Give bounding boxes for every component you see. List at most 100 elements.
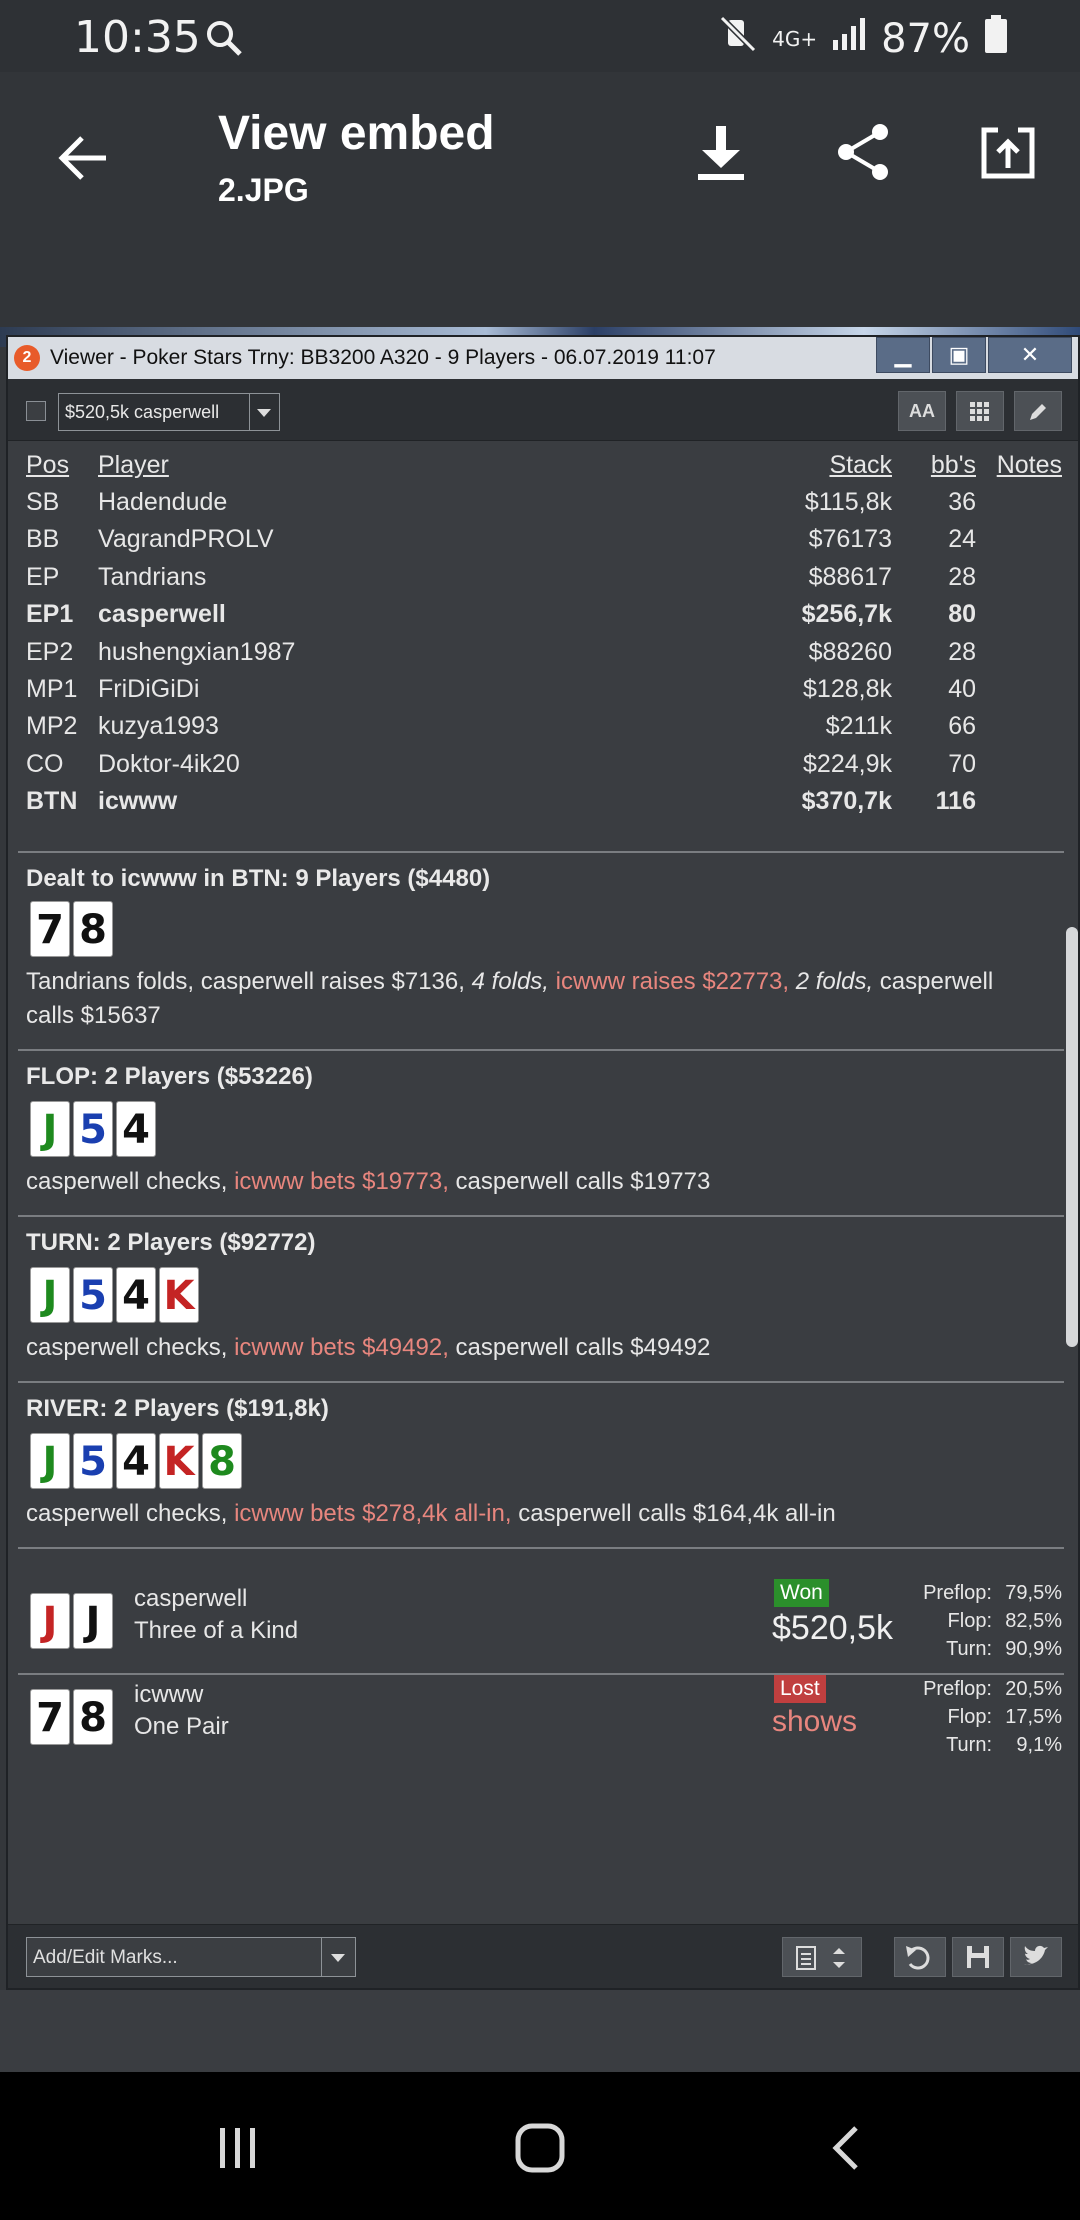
playing-card: 7 [30, 901, 70, 957]
share-icon[interactable] [834, 122, 894, 187]
preflop-actions: Tandrians folds, casperwell raises $7136… [26, 968, 994, 1029]
col-stack[interactable]: Stack [829, 451, 892, 479]
status-time: 10:35 [74, 12, 201, 63]
bb-cell: 36 [948, 488, 976, 516]
marks-dropdown[interactable]: Add/Edit Marks... [26, 1937, 356, 1977]
playing-card: K [159, 1433, 199, 1489]
player-cell: kuzya1993 [98, 712, 219, 741]
playing-card: 5 [73, 1267, 113, 1323]
player-cell: Tandrians [98, 562, 207, 591]
hand-selector[interactable]: $520,5k casperwell [58, 393, 280, 431]
table-row[interactable]: BB VagrandPROLV $76173 24 [8, 525, 1078, 562]
player-cell: VagrandPROLV [98, 525, 274, 554]
col-pos[interactable]: Pos [26, 451, 70, 479]
lost-status: shows [772, 1705, 858, 1738]
window-title: Viewer - Poker Stars Trny: BB3200 A320 -… [50, 346, 716, 369]
flop-title: FLOP: 2 Players ($53226) [26, 1063, 313, 1090]
loser-name: icwww [134, 1681, 204, 1708]
table-row[interactable]: EP1 casperwell $256,7k 80 [8, 600, 1078, 637]
col-bb[interactable]: bb's [930, 451, 976, 479]
bb-cell: 70 [948, 749, 976, 778]
marks-placeholder: Add/Edit Marks... [33, 1947, 178, 1968]
playing-card: 8 [73, 901, 113, 957]
pos-cell: EP [26, 562, 60, 591]
col-player[interactable]: Player [98, 451, 169, 479]
loser-hand: One Pair [134, 1713, 229, 1740]
undo-icon[interactable] [894, 1937, 946, 1977]
bb-cell: 80 [948, 600, 976, 629]
preflop-title: Dealt to icwww in BTN: 9 Players ($4480) [26, 865, 491, 892]
playing-card: 5 [73, 1433, 113, 1489]
pos-cell: BB [26, 525, 60, 554]
table-row[interactable]: SB Hadendude $115,8k 36 [8, 488, 1078, 525]
bb-cell: 28 [948, 562, 976, 591]
open-external-icon[interactable] [978, 122, 1038, 187]
playing-card: 4 [116, 1267, 156, 1323]
clipboard-icon[interactable] [782, 1937, 862, 1977]
app-badge-icon: 2 [14, 345, 40, 371]
window-titlebar: 2 Viewer - Poker Stars Trny: BB3200 A320… [8, 337, 1078, 379]
download-icon[interactable] [694, 122, 748, 187]
stack-cell: $76173 [808, 525, 892, 554]
maximize-icon[interactable]: ▣ [932, 337, 986, 373]
minimize-icon[interactable]: ▁ [876, 337, 930, 373]
divider [18, 1673, 1064, 1675]
table-row[interactable]: EP Tandrians $88617 28 [8, 563, 1078, 600]
turn-actions: casperwell checks, icwww bets $49492, ca… [26, 1334, 711, 1361]
chevron-down-icon[interactable] [249, 394, 279, 430]
player-cell: Hadendude [98, 488, 228, 516]
table-row[interactable]: MP2 kuzya1993 $211k 66 [8, 712, 1078, 749]
winner-equity: Preflop: 79,5% Flop: 82,5% Turn: 90,9% [923, 1582, 1062, 1660]
nav-back-icon[interactable] [826, 2122, 866, 2179]
page-title: View embed [218, 107, 495, 160]
table-row[interactable]: CO Doktor-4ik20 $224,9k 70 [8, 750, 1078, 787]
app-bar: View embed 2.JPG [0, 72, 1080, 327]
stack-cell: $88260 [808, 637, 892, 666]
table-row[interactable]: BTN icwww $370,7k 116 [8, 787, 1078, 824]
pos-cell: EP1 [26, 600, 74, 629]
table-row[interactable]: EP2 hushengxian1987 $88260 28 [8, 638, 1078, 675]
viewer-window: 2 Viewer - Poker Stars Trny: BB3200 A320… [6, 335, 1080, 1990]
network-label: 4G+ [772, 27, 818, 51]
divider [18, 1547, 1064, 1549]
pos-cell: MP2 [26, 712, 78, 741]
player-cell: Doktor-4ik20 [98, 749, 240, 778]
back-arrow-icon[interactable] [54, 128, 114, 193]
divider [18, 1049, 1064, 1051]
twitter-icon[interactable] [1010, 1937, 1062, 1977]
player-cell: icwww [98, 787, 178, 816]
chevron-down-icon[interactable] [321, 1938, 355, 1976]
bottom-spacer [0, 1990, 1080, 2072]
grid-icon[interactable] [956, 391, 1004, 431]
playing-card: J [30, 1593, 70, 1649]
signal-icon [831, 16, 867, 62]
bb-cell: 116 [935, 787, 976, 816]
col-notes[interactable]: Notes [996, 451, 1062, 479]
playing-card: J [30, 1433, 70, 1489]
scrollbar[interactable] [1066, 927, 1078, 1347]
select-checkbox[interactable] [26, 401, 46, 421]
stack-cell: $224,9k [803, 749, 892, 778]
winner-hand: Three of a Kind [134, 1617, 299, 1644]
playing-card: K [159, 1267, 199, 1323]
won-badge: Won [774, 1579, 829, 1607]
recent-apps-icon[interactable] [214, 2124, 262, 2177]
table-row[interactable]: MP1 FriDiGiDi $128,8k 40 [8, 675, 1078, 712]
save-icon[interactable] [952, 1937, 1004, 1977]
close-icon[interactable]: ✕ [988, 337, 1072, 373]
playing-card: 7 [30, 1689, 70, 1745]
bb-cell: 28 [948, 637, 976, 666]
home-icon[interactable] [514, 2122, 566, 2179]
stack-cell: $88617 [808, 562, 892, 591]
bb-cell: 66 [948, 712, 976, 741]
pencil-icon[interactable] [1014, 391, 1062, 431]
viewer-toolbar: $520,5k casperwell AA [8, 379, 1078, 441]
lost-badge: Lost [774, 1675, 826, 1703]
pos-cell: CO [26, 749, 64, 778]
playing-card: 4 [116, 1101, 156, 1157]
font-size-button[interactable]: AA [898, 391, 946, 431]
